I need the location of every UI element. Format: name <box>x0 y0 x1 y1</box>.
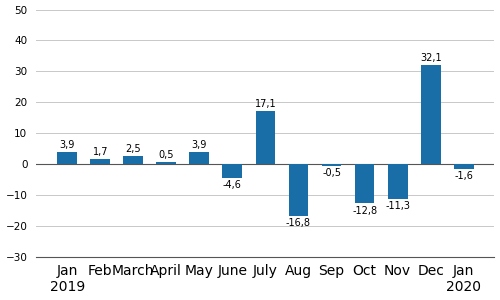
Bar <box>256 111 276 164</box>
Text: -1,6: -1,6 <box>454 171 473 181</box>
Text: -0,5: -0,5 <box>322 168 341 178</box>
Text: -4,6: -4,6 <box>223 180 242 190</box>
Text: 32,1: 32,1 <box>420 53 442 63</box>
Bar <box>124 156 143 164</box>
Bar <box>90 159 110 164</box>
Text: 0,5: 0,5 <box>158 150 174 160</box>
Text: -16,8: -16,8 <box>286 218 311 228</box>
Bar <box>190 152 210 164</box>
Bar <box>454 164 473 169</box>
Bar <box>222 164 242 178</box>
Text: 17,1: 17,1 <box>254 99 276 109</box>
Bar <box>288 164 308 216</box>
Bar <box>354 164 374 203</box>
Text: -12,8: -12,8 <box>352 206 377 216</box>
Text: 3,9: 3,9 <box>60 140 75 150</box>
Bar <box>58 152 77 164</box>
Text: -11,3: -11,3 <box>385 201 410 211</box>
Bar <box>388 164 407 199</box>
Text: 1,7: 1,7 <box>92 147 108 157</box>
Text: 2,5: 2,5 <box>126 144 141 154</box>
Bar <box>421 65 440 164</box>
Bar <box>156 162 176 164</box>
Text: 3,9: 3,9 <box>192 140 207 150</box>
Bar <box>322 164 342 166</box>
